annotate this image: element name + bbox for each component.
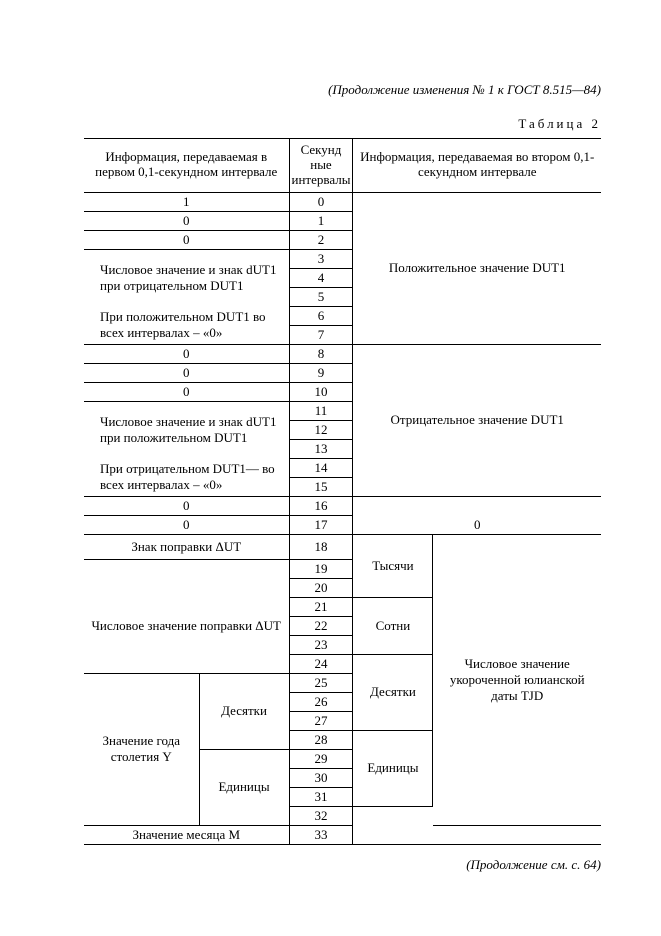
cell-thousands: Тысячи	[353, 534, 433, 597]
cell: 0	[84, 344, 289, 363]
cell-blank	[353, 825, 601, 844]
cell: 0	[84, 382, 289, 401]
cell: 5	[289, 287, 353, 306]
cell: 26	[289, 692, 353, 711]
cell: 30	[289, 768, 353, 787]
data-table: Информация, передаваемая в первом 0,1-се…	[84, 138, 601, 845]
cell-dut1-pos-a: Числовое значение и знак dUT1 при положи…	[84, 401, 289, 458]
cell-num-dut: Числовое значение поправки ΔUT	[84, 559, 289, 673]
cell: 20	[289, 578, 353, 597]
cell: 14	[289, 458, 353, 477]
cell: 0	[353, 496, 601, 534]
cell: 31	[289, 787, 353, 806]
cell-pos-dut1: Положительное значение DUT1	[353, 192, 601, 344]
cell-tjd: Числовое значение укороченной юлианской …	[433, 534, 601, 825]
cell-hundreds: Сотни	[353, 597, 433, 654]
cell-dut1-neg-b: При положительном DUT1 во всех интервала…	[84, 306, 289, 344]
cell: 4	[289, 268, 353, 287]
cell: 22	[289, 616, 353, 635]
cell: 16	[289, 496, 353, 515]
cell: 12	[289, 420, 353, 439]
cell-neg-dut1: Отрицательное значение DUT1	[353, 344, 601, 496]
cell: 15	[289, 477, 353, 496]
col-header-right: Информация, передаваемая во втором 0,1-с…	[353, 139, 601, 193]
cell-dut1-pos-b: При отрицательном DUT1— во всех интервал…	[84, 458, 289, 496]
cell: 27	[289, 711, 353, 730]
table-label: Таблица 2	[84, 116, 601, 132]
cell: 19	[289, 559, 353, 578]
cell: 0	[84, 230, 289, 249]
cell-dut1-neg-a: Числовое значение и знак dUT1 при отрица…	[84, 249, 289, 306]
cell: 32	[289, 806, 353, 825]
cell-tens-r: Десятки	[353, 654, 433, 730]
cell: 7	[289, 325, 353, 344]
cell: 28	[289, 730, 353, 749]
cell: 9	[289, 363, 353, 382]
col-header-left: Информация, передаваемая в первом 0,1-се…	[84, 139, 289, 193]
cell: 1	[289, 211, 353, 230]
cell: 0	[84, 211, 289, 230]
page-footer: (Продолжение см. с. 64)	[84, 857, 601, 873]
cell: 11	[289, 401, 353, 420]
cell: 0	[84, 363, 289, 382]
cell: 8	[289, 344, 353, 363]
cell: 1	[84, 192, 289, 211]
cell: 33	[289, 825, 353, 844]
cell-month: Значение месяца M	[84, 825, 289, 844]
cell-units-r: Единицы	[353, 730, 433, 806]
cell: 21	[289, 597, 353, 616]
col-header-mid: Секунд ные интервалы	[289, 139, 353, 193]
cell-tens-l: Десятки	[199, 673, 289, 749]
cell-year: Значение года столетия Y	[84, 673, 199, 825]
cell: 6	[289, 306, 353, 325]
cell: 13	[289, 439, 353, 458]
cell: 29	[289, 749, 353, 768]
cell-units-l: Единицы	[199, 749, 289, 825]
cell: 25	[289, 673, 353, 692]
cell: 0	[84, 515, 289, 534]
cell: 2	[289, 230, 353, 249]
cell: 18	[289, 534, 353, 559]
cell: 17	[289, 515, 353, 534]
cell: 24	[289, 654, 353, 673]
cell-sign-dut: Знак поправки ΔUT	[84, 534, 289, 559]
page-header: (Продолжение изменения № 1 к ГОСТ 8.515—…	[84, 82, 601, 98]
cell: 0	[84, 496, 289, 515]
cell: 3	[289, 249, 353, 268]
cell: 23	[289, 635, 353, 654]
cell: 0	[289, 192, 353, 211]
cell: 10	[289, 382, 353, 401]
